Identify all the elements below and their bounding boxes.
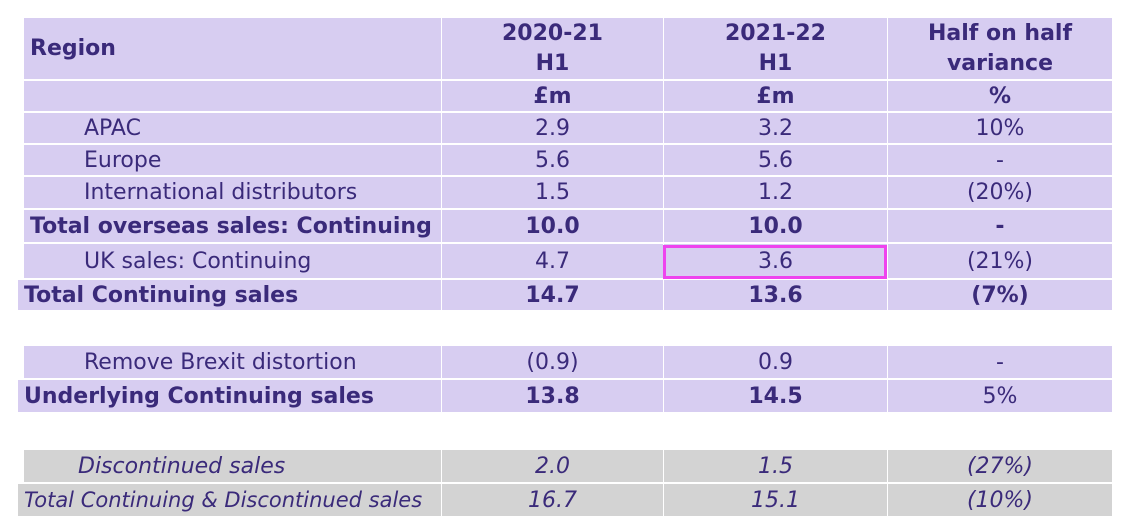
highlight-box bbox=[663, 245, 887, 279]
region-header-label: Region bbox=[30, 35, 116, 61]
unit-2020: £m bbox=[442, 81, 664, 111]
row-variance: (27%) bbox=[966, 453, 1034, 479]
unit-2021: £m bbox=[664, 81, 888, 111]
row-value-2021: 15.1 bbox=[664, 484, 888, 516]
region-header: Region bbox=[24, 18, 442, 79]
row-variance: - bbox=[995, 213, 1005, 239]
table-row: APAC 2.9 3.2 10% bbox=[24, 113, 1112, 145]
row-value-2021: 0.9 bbox=[664, 346, 888, 378]
row-variance: - bbox=[996, 147, 1004, 173]
unit-row-label bbox=[24, 81, 442, 111]
row-value-2021: 3.6 bbox=[664, 244, 888, 278]
table-row: Total overseas sales: Continuing 10.0 10… bbox=[24, 210, 1112, 244]
row-label: Total Continuing & Discontinued sales bbox=[18, 484, 442, 516]
row-value-2021: 5.6 bbox=[664, 145, 888, 175]
col-2020-year: 2020-21 bbox=[502, 20, 603, 46]
table-row: Underlying Continuing sales 13.8 14.5 5% bbox=[18, 380, 1112, 414]
row-value-2020: 2.9 bbox=[442, 113, 664, 143]
row-variance: (21%) bbox=[966, 248, 1034, 274]
row-label: Discontinued sales bbox=[24, 450, 442, 482]
unit-variance: % bbox=[988, 83, 1012, 109]
col-2021-year: 2021-22 bbox=[725, 20, 826, 46]
row-label: Remove Brexit distortion bbox=[24, 346, 442, 378]
col-variance-line1: Half on half bbox=[927, 20, 1073, 46]
row-variance: - bbox=[996, 349, 1004, 375]
table-row: Remove Brexit distortion (0.9) 0.9 - bbox=[24, 346, 1112, 380]
row-value-2020: 4.7 bbox=[442, 244, 664, 278]
row-value-2020: 16.7 bbox=[442, 484, 664, 516]
table-row: Total Continuing sales 14.7 13.6 (7%) bbox=[18, 280, 1112, 312]
table-row: UK sales: Continuing 4.7 3.6 (21%) bbox=[24, 244, 1112, 280]
col-2021-half: H1 bbox=[758, 50, 793, 76]
table-row: Europe 5.6 5.6 - bbox=[24, 145, 1112, 177]
row-label: Total overseas sales: Continuing bbox=[24, 210, 442, 242]
col-2020-header: 2020-21 H1 bbox=[442, 18, 664, 79]
row-variance: (10%) bbox=[966, 487, 1034, 513]
row-value-2021: 1.2 bbox=[664, 177, 888, 208]
row-value-2020: 10.0 bbox=[442, 210, 664, 242]
row-value-2020: (0.9) bbox=[442, 346, 664, 378]
row-value-2020: 1.5 bbox=[442, 177, 664, 208]
col-2021-header: 2021-22 H1 bbox=[664, 18, 888, 79]
row-value-2020: 13.8 bbox=[442, 380, 664, 412]
row-value-2021: 3.2 bbox=[664, 113, 888, 143]
row-value-2021: 10.0 bbox=[664, 210, 888, 242]
col-variance-line2: variance bbox=[946, 50, 1054, 76]
row-label: Underlying Continuing sales bbox=[18, 380, 442, 412]
row-value-2021: 1.5 bbox=[664, 450, 888, 482]
row-variance: 5% bbox=[982, 383, 1018, 409]
unit-row: £m £m % bbox=[24, 81, 1112, 113]
table-row: International distributors 1.5 1.2 (20%) bbox=[24, 177, 1112, 210]
row-variance: (7%) bbox=[971, 282, 1029, 308]
row-variance: (20%) bbox=[966, 180, 1034, 205]
row-label: Europe bbox=[24, 145, 442, 175]
row-value-2020: 14.7 bbox=[442, 280, 664, 310]
row-value-2021: 13.6 bbox=[664, 280, 888, 310]
col-2020-half: H1 bbox=[535, 50, 570, 76]
row-label: APAC bbox=[24, 113, 442, 143]
row-value-2020: 5.6 bbox=[442, 145, 664, 175]
row-label: International distributors bbox=[24, 177, 442, 208]
row-value-2020: 2.0 bbox=[442, 450, 664, 482]
row-value-2021: 14.5 bbox=[664, 380, 888, 412]
table-row: Discontinued sales 2.0 1.5 (27%) bbox=[24, 450, 1112, 484]
header-row: Region 2020-21 H1 2021-22 H1 Half on hal… bbox=[24, 18, 1112, 81]
row-label: UK sales: Continuing bbox=[24, 244, 442, 278]
table-row: Total Continuing & Discontinued sales 16… bbox=[18, 484, 1112, 518]
row-label: Total Continuing sales bbox=[18, 280, 442, 310]
col-variance-header: Half on half variance bbox=[888, 18, 1112, 79]
row-variance: 10% bbox=[975, 115, 1025, 141]
